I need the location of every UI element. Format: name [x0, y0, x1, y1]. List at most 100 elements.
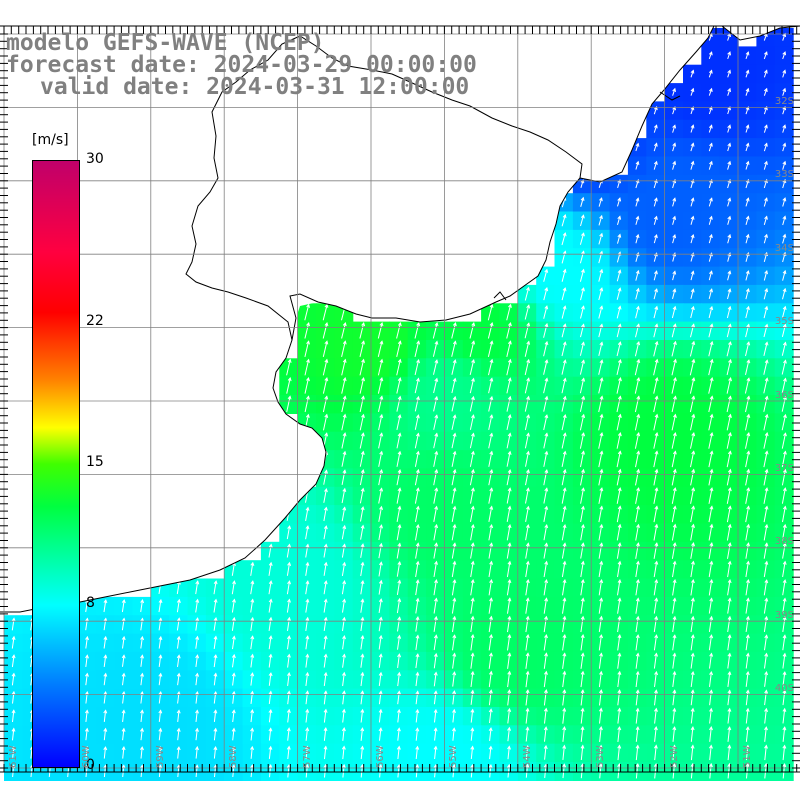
wind-arrow [671, 305, 677, 319]
wind-arrow [323, 561, 328, 576]
wind-arrow [745, 670, 750, 687]
wind-arrow [580, 615, 585, 633]
wind-arrow [763, 597, 769, 614]
wind-arrow [745, 341, 751, 357]
wind-arrow [305, 525, 310, 540]
wind-arrow [690, 431, 696, 449]
wind-arrow [286, 561, 292, 576]
wind-arrow [763, 523, 769, 541]
wind-arrow [562, 597, 567, 614]
wind-arrow [176, 727, 181, 741]
wind-arrow [561, 432, 567, 449]
wind-arrow [745, 560, 750, 578]
wind-arrow [672, 707, 677, 724]
wind-arrow [763, 233, 768, 244]
wind-arrow [305, 616, 310, 631]
wind-arrow [378, 542, 383, 559]
wind-arrow [745, 726, 750, 742]
wind-arrow [359, 432, 365, 449]
wind-arrow [359, 321, 366, 339]
tick-frame [0, 25, 800, 773]
wind-arrow [708, 634, 714, 651]
wind-arrow [598, 707, 603, 724]
wind-arrow [672, 233, 677, 244]
wind-arrow [305, 653, 310, 668]
wind-arrow [488, 578, 494, 596]
wind-arrow [580, 287, 585, 301]
wind-arrow [304, 358, 310, 376]
wind-arrow [103, 727, 108, 741]
wind-arrow [451, 542, 457, 559]
wind-arrow [580, 707, 585, 724]
wind-arrow [727, 634, 732, 651]
wind-arrow [671, 323, 677, 338]
wind-arrow [415, 763, 420, 778]
wind-arrow [579, 341, 585, 356]
wind-arrow [635, 560, 640, 578]
wind-arrow [634, 395, 641, 413]
wind-arrow [543, 377, 549, 394]
wind-arrow [415, 708, 420, 723]
wind-arrow [744, 377, 751, 394]
wind-arrow [305, 580, 310, 595]
wind-arrow [359, 395, 365, 413]
wind-arrow [507, 652, 512, 669]
wind-arrow [579, 232, 585, 245]
wind-arrow [653, 270, 658, 281]
wind-arrow [653, 597, 659, 614]
wind-arrow [745, 468, 751, 486]
wind-arrow [304, 340, 310, 358]
wind-arrow [195, 745, 199, 759]
wind-arrow [708, 142, 713, 152]
wind-arrow [543, 340, 549, 357]
wind-arrow [451, 763, 456, 778]
wind-arrow [360, 653, 365, 668]
wind-arrow [745, 87, 750, 96]
wind-arrow [140, 672, 144, 686]
wind-arrow [653, 340, 659, 357]
wind-arrow [488, 450, 494, 467]
wind-arrow [782, 652, 787, 669]
wind-arrow [103, 672, 108, 686]
wind-arrow [452, 708, 456, 723]
wind-arrow [690, 197, 695, 207]
wind-arrow [616, 450, 622, 468]
wind-arrow [598, 305, 604, 319]
wind-arrow [286, 708, 291, 723]
longitude-label: 52W [668, 745, 680, 768]
wind-arrow [415, 523, 420, 541]
wind-arrow [470, 523, 475, 541]
wind-arrow [543, 707, 548, 724]
wind-arrow [451, 487, 457, 504]
wind-arrow [323, 598, 328, 613]
wind-arrow [84, 727, 89, 741]
wind-arrow [525, 450, 530, 467]
wind-arrow [195, 580, 200, 595]
wind-arrow [598, 377, 604, 394]
wind-arrow [359, 358, 365, 376]
latitude-label: 37S [774, 463, 794, 474]
wind-arrow [598, 287, 604, 301]
wind-arrow [415, 634, 420, 650]
wind-arrow [304, 376, 310, 394]
wind-arrow [451, 523, 457, 541]
wind-arrow [507, 726, 512, 742]
wind-arrow [708, 215, 713, 225]
wind-arrow [396, 542, 402, 559]
wind-arrow [598, 726, 603, 742]
wind-arrow [763, 305, 769, 319]
wind-arrow [562, 670, 567, 688]
wind-arrow [709, 652, 714, 669]
wind-arrow [323, 580, 328, 595]
wind-arrow [524, 414, 530, 431]
wind-arrow [452, 634, 457, 651]
wind-arrow [396, 690, 401, 705]
wind-arrow [580, 305, 585, 319]
wind-arrow [469, 432, 475, 449]
wind-arrow [323, 671, 328, 687]
wind-arrow [396, 505, 402, 522]
wind-arrow [378, 727, 383, 741]
wind-arrow [764, 726, 768, 742]
wind-arrow [451, 395, 457, 412]
wind-arrow [525, 468, 530, 486]
